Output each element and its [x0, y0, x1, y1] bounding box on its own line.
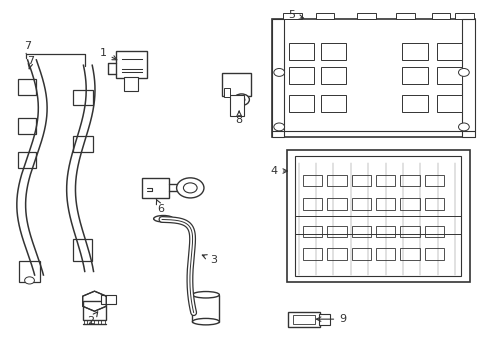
- Bar: [73, 239, 92, 261]
- Text: 3: 3: [202, 255, 217, 265]
- Bar: [303, 248, 322, 260]
- Bar: [321, 43, 346, 60]
- Bar: [283, 13, 302, 19]
- Bar: [425, 198, 444, 210]
- Bar: [437, 67, 462, 84]
- Ellipse shape: [154, 216, 173, 222]
- Bar: [143, 178, 169, 198]
- Bar: [437, 43, 462, 60]
- Bar: [376, 175, 395, 186]
- Text: 7: 7: [24, 41, 31, 54]
- Bar: [327, 226, 346, 237]
- Bar: [396, 13, 415, 19]
- Circle shape: [274, 68, 285, 76]
- Bar: [289, 43, 315, 60]
- Text: 8: 8: [236, 111, 243, 125]
- Circle shape: [274, 123, 285, 131]
- Circle shape: [238, 97, 245, 102]
- Bar: [288, 312, 320, 327]
- Bar: [272, 19, 284, 137]
- Bar: [316, 13, 334, 19]
- Bar: [224, 88, 230, 97]
- Bar: [319, 315, 330, 324]
- Bar: [351, 198, 371, 210]
- Bar: [463, 19, 475, 137]
- Text: 2: 2: [88, 312, 98, 325]
- Bar: [289, 95, 315, 112]
- Text: 6: 6: [156, 199, 165, 215]
- Bar: [327, 198, 346, 210]
- Bar: [287, 149, 470, 282]
- Bar: [221, 73, 251, 96]
- Bar: [18, 118, 36, 134]
- Bar: [18, 152, 36, 168]
- Bar: [402, 67, 428, 84]
- Bar: [230, 95, 244, 116]
- Bar: [351, 248, 371, 260]
- Circle shape: [24, 277, 34, 284]
- Bar: [73, 136, 93, 152]
- Bar: [376, 248, 395, 260]
- Bar: [18, 79, 36, 95]
- Ellipse shape: [193, 292, 220, 298]
- Bar: [116, 51, 147, 78]
- Circle shape: [183, 183, 197, 193]
- Bar: [402, 43, 428, 60]
- Bar: [425, 226, 444, 237]
- Bar: [289, 67, 315, 84]
- Bar: [303, 175, 322, 186]
- Polygon shape: [83, 291, 106, 311]
- Bar: [327, 248, 346, 260]
- Bar: [376, 226, 395, 237]
- Bar: [376, 198, 395, 210]
- Text: 9: 9: [317, 314, 346, 324]
- Circle shape: [176, 178, 204, 198]
- Bar: [351, 175, 371, 186]
- Circle shape: [459, 123, 469, 131]
- Bar: [357, 13, 376, 19]
- Bar: [432, 13, 450, 19]
- Bar: [19, 261, 40, 282]
- Bar: [400, 198, 420, 210]
- Bar: [272, 19, 475, 137]
- Bar: [295, 156, 461, 276]
- Bar: [321, 95, 346, 112]
- Bar: [303, 198, 322, 210]
- Bar: [321, 67, 346, 84]
- Bar: [73, 90, 93, 105]
- Ellipse shape: [193, 319, 220, 325]
- Bar: [437, 95, 462, 112]
- Circle shape: [459, 68, 469, 76]
- Bar: [192, 295, 219, 321]
- Bar: [425, 175, 444, 186]
- Bar: [293, 315, 315, 324]
- Bar: [124, 77, 139, 91]
- Text: 7: 7: [27, 56, 35, 69]
- Bar: [327, 175, 346, 186]
- Text: 1: 1: [100, 48, 117, 60]
- Circle shape: [234, 94, 249, 105]
- Bar: [400, 248, 420, 260]
- Bar: [400, 226, 420, 237]
- Text: 4: 4: [271, 166, 288, 176]
- Bar: [400, 175, 420, 186]
- Bar: [455, 13, 474, 19]
- Bar: [402, 95, 428, 112]
- Bar: [83, 301, 106, 320]
- Bar: [303, 226, 322, 237]
- Bar: [425, 248, 444, 260]
- Bar: [101, 295, 116, 304]
- Text: 5: 5: [289, 10, 304, 20]
- Bar: [351, 226, 371, 237]
